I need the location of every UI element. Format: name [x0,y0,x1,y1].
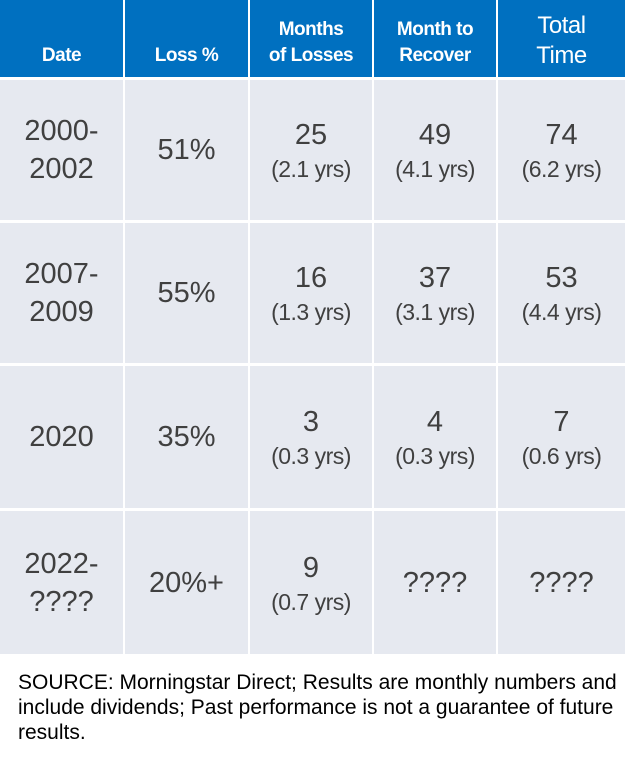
row-2-recover-years: (3.1 yrs) [395,299,475,325]
header-loss-label: Loss % [154,45,219,66]
row-2-months-value: 16 [294,262,328,294]
source-footnote: SOURCE: Morningstar Direct; Results are … [18,671,617,744]
row-3-total-years: (0.6 yrs) [521,443,602,469]
row-1-months: 25 (2.1 yrs) [250,80,374,223]
row-2-months: 16 (1.3 yrs) [250,223,374,366]
header-loss: Loss % [125,0,250,80]
row-1-months-years: (2.1 yrs) [271,156,351,182]
row-1-recover: 49 (4.1 yrs) [374,80,498,223]
row-1-date-line1: 2000- [24,115,99,147]
row-3-recover: 4 (0.3 yrs) [374,366,498,511]
row-2-total-value: 53 [545,262,578,294]
header-total-time: Total Time [498,0,625,80]
row-3-months: 3 (0.3 yrs) [250,366,374,511]
header-total-time-line1: Total [537,12,586,39]
row-4-date-line2: ???? [29,585,94,618]
row-4-months-years: (0.7 yrs) [271,588,351,615]
row-3-recover-value: 4 [426,406,444,438]
header-month-to-recover-line2: Recover [399,45,471,66]
row-1-date: 2000- 2002 [0,80,125,223]
row-1-total-value: 74 [545,119,578,151]
row-2-recover-value: 37 [418,262,452,294]
header-months-of-losses: Months of Losses [250,0,374,80]
row-3-date: 2020 [0,366,125,511]
row-2-loss-value: 55% [157,277,216,309]
row-2-date-line2: 2009 [29,296,94,328]
row-4-date-line1: 2022- [24,547,99,580]
row-2-recover: 37 (3.1 yrs) [374,223,498,366]
row-2-date-line1: 2007- [24,258,99,290]
row-1-total-years: (6.2 yrs) [521,156,602,182]
row-4-recover: ???? [374,511,498,657]
row-4-total: ???? [498,511,625,657]
row-2-total: 53 (4.4 yrs) [498,223,625,366]
row-4-loss-value: 20%+ [149,566,224,599]
row-3-months-value: 3 [302,406,320,438]
row-1-date-line2: 2002 [29,153,94,185]
row-3-total-value: 7 [553,406,570,438]
header-date: Date [0,0,125,80]
row-2-months-years: (1.3 yrs) [271,299,351,325]
row-4-total-value: ???? [529,566,594,599]
row-4-months: 9 (0.7 yrs) [250,511,374,657]
row-1-total: 74 (6.2 yrs) [498,80,625,223]
row-4-months-value: 9 [302,551,320,584]
row-1-months-value: 25 [294,119,328,151]
row-1-recover-years: (4.1 yrs) [395,156,475,182]
row-3-recover-years: (0.3 yrs) [395,443,475,469]
row-3-loss: 35% [125,366,250,511]
row-3-loss-value: 35% [157,421,216,453]
header-months-of-losses-line1: Months [278,19,344,40]
row-2-date: 2007- 2009 [0,223,125,366]
header-months-of-losses-line2: of Losses [268,45,354,66]
header-month-to-recover: Month to Recover [374,0,498,80]
row-2-total-years: (4.4 yrs) [521,299,602,325]
row-1-loss: 51% [125,80,250,223]
row-3-months-years: (0.3 yrs) [271,443,351,469]
header-date-label: Date [41,45,82,66]
row-3-total: 7 (0.6 yrs) [498,366,625,511]
drawdown-table: Date Loss % Months of Losses Month to Re… [0,0,625,657]
row-1-loss-value: 51% [157,134,216,166]
row-2-loss: 55% [125,223,250,366]
row-3-date-line1: 2020 [29,421,94,453]
header-month-to-recover-line1: Month to [396,19,474,40]
row-1-recover-value: 49 [418,119,452,151]
row-4-recover-value: ???? [402,566,468,599]
header-total-time-line2: Time [536,42,587,69]
row-4-date: 2022- ???? [0,511,125,657]
row-4-loss: 20%+ [125,511,250,657]
